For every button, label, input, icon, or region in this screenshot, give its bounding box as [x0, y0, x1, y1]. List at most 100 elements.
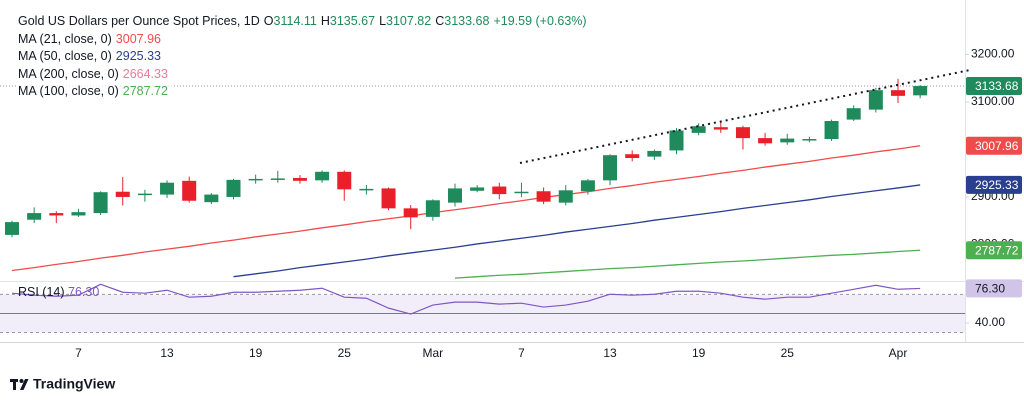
y-tick-label: 3100.00	[971, 94, 1015, 108]
candle-body	[713, 127, 728, 130]
candle-body	[137, 193, 152, 196]
price-tag-label: 3133.68	[975, 79, 1019, 93]
legend-name: MA (100, close, 0)	[18, 84, 119, 99]
candle-body	[536, 191, 551, 202]
candle-body	[913, 86, 928, 96]
candle-body	[5, 222, 19, 235]
rsi-tick-label: 40.00	[975, 315, 1005, 329]
x-tick-label: 13	[160, 346, 174, 360]
candle-body	[204, 194, 219, 203]
title: Gold US Dollars per Ounce Spot Prices, 1…	[18, 14, 260, 28]
x-tick-label: 19	[249, 346, 263, 360]
y-tick-label: 3200.00	[971, 47, 1015, 61]
brand-name: TradingView	[33, 376, 115, 392]
candle-body	[580, 180, 595, 192]
candle-body	[49, 213, 64, 216]
candle-body	[625, 154, 640, 159]
candle-body	[381, 188, 396, 209]
legend-name: MA (200, close, 0)	[18, 66, 119, 81]
legend-value: 2787.72	[122, 84, 168, 99]
brand-logo	[10, 379, 29, 390]
price-tag-label: 3007.96	[975, 139, 1019, 153]
candle-body	[448, 188, 462, 203]
price-tag	[966, 279, 1022, 298]
price-tag-label: 2925.33	[975, 178, 1019, 192]
legend-value: 2664.33	[122, 66, 168, 81]
ma-line	[11, 145, 921, 272]
legend: Gold US Dollars per Ounce Spot Prices, 1…	[18, 13, 591, 101]
header-key: L	[379, 14, 387, 28]
candle-body	[425, 200, 440, 217]
candle-body	[735, 127, 750, 139]
x-tick-label: 25	[781, 346, 795, 360]
candle-body	[270, 178, 285, 180]
header-key: O	[263, 14, 274, 28]
candle-body	[27, 213, 42, 220]
legend-value: 2925.33	[115, 49, 161, 64]
candle-body	[669, 130, 684, 151]
x-tick-label: Mar	[423, 346, 444, 360]
rsi-line	[11, 283, 921, 315]
candle-body	[868, 90, 883, 110]
legend-row: MA (200, close, 0) 2664.33	[18, 65, 172, 84]
legend-row: MA (21, close, 0) 3007.96	[18, 30, 165, 49]
candle-body	[758, 138, 773, 144]
candle-body	[470, 187, 485, 191]
legend-row: MA (50, close, 0) 2925.33	[18, 48, 165, 66]
x-tick-label: 7	[518, 346, 525, 360]
candle-body	[691, 126, 706, 133]
candle-body	[403, 208, 418, 218]
x-tick-label: 7	[75, 346, 82, 360]
candle-body	[802, 139, 817, 141]
rsi-name: RSI (14)	[18, 285, 65, 299]
price-pane	[0, 78, 965, 279]
trendline	[519, 69, 971, 164]
candle-body	[71, 212, 86, 216]
price-tag-label: 76.30	[975, 282, 1005, 296]
candle-body	[292, 177, 307, 181]
candle-body	[337, 171, 352, 190]
legend-name: MA (50, close, 0)	[18, 49, 112, 64]
header-value: 3135.67	[329, 14, 376, 28]
candle-body	[182, 180, 197, 201]
candle-body	[780, 138, 795, 143]
candle-body	[647, 150, 662, 157]
candle-body	[248, 178, 263, 181]
header-value: 3114.11	[273, 14, 317, 28]
price-tag	[966, 175, 1022, 194]
legend-value: 3007.96	[115, 31, 161, 46]
candle-body	[846, 108, 861, 120]
candle-body	[226, 179, 241, 197]
candle-body	[891, 90, 905, 96]
axes: 3200.003100.003000.002900.002800.0040.00…	[75, 47, 1022, 360]
candle-body	[514, 191, 529, 194]
ma-line	[454, 249, 921, 279]
price-tag	[966, 77, 1022, 96]
rsi-legend: RSI (14) 76.30	[18, 285, 99, 299]
candle-body	[492, 186, 507, 195]
candle-body	[359, 188, 374, 191]
header-value: 3133.68	[444, 14, 490, 28]
legend-row: MA (100, close, 0) 2787.72	[18, 83, 172, 101]
x-tick-label: Apr	[889, 346, 908, 360]
candle-body	[558, 190, 573, 203]
x-tick-label: 13	[603, 346, 617, 360]
price-tag	[966, 241, 1022, 260]
x-tick-label: 25	[338, 346, 352, 360]
candle-body	[93, 192, 108, 214]
header-key: H	[320, 14, 330, 28]
candle-body	[603, 155, 618, 181]
header-value: 3107.82	[386, 14, 432, 28]
candle-body	[824, 121, 839, 140]
rsi-pane	[0, 283, 965, 333]
x-tick-label: 19	[692, 346, 706, 360]
header-row: Gold US Dollars per Ounce Spot Prices, 1…	[18, 13, 591, 31]
legend-name: MA (21, close, 0)	[18, 31, 112, 46]
ma-line	[233, 184, 921, 278]
candle-body	[115, 191, 130, 197]
price-tag	[966, 136, 1022, 155]
candle-body	[160, 182, 175, 195]
candle-body	[315, 171, 330, 181]
